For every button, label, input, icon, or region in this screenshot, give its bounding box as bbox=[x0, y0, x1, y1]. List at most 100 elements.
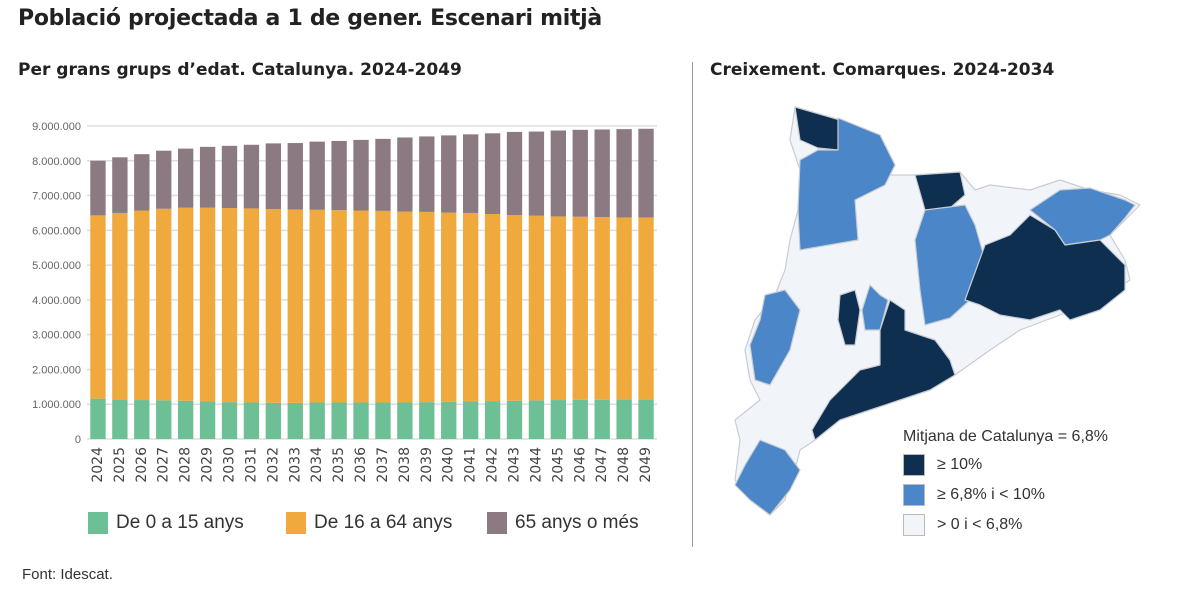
legend-label: > 0 i < 6,8% bbox=[937, 516, 1023, 533]
x-tick-label: 2042 bbox=[485, 447, 501, 483]
bar-segment bbox=[441, 212, 457, 402]
bar-segment bbox=[397, 211, 413, 403]
bar-segment bbox=[550, 400, 567, 439]
bar-segment bbox=[375, 210, 391, 403]
bar-segment bbox=[287, 209, 303, 403]
x-tick-label: 2048 bbox=[616, 447, 632, 483]
y-tick-label: 1.000.000 bbox=[32, 399, 81, 411]
bar-segment bbox=[616, 129, 632, 218]
map-legend-title: Mitjana de Catalunya = 6,8% bbox=[903, 428, 1109, 445]
bar-segment bbox=[265, 402, 282, 439]
legend-swatch bbox=[903, 514, 925, 536]
bar-segment bbox=[616, 217, 632, 400]
bar-segment bbox=[528, 400, 545, 439]
bar-segment bbox=[199, 401, 216, 439]
bar-segment bbox=[484, 133, 501, 214]
bar-segment bbox=[353, 210, 369, 403]
bar-segment bbox=[462, 212, 479, 402]
map-legend: Mitjana de Catalunya = 6,8% ≥ 10% ≥ 6,8%… bbox=[903, 428, 1108, 536]
legend-label: De 16 a 64 anys bbox=[314, 512, 453, 533]
bar-segment bbox=[90, 215, 106, 399]
bar-segment bbox=[177, 400, 194, 439]
bar-segment bbox=[616, 399, 632, 439]
x-tick-label: 2037 bbox=[375, 447, 391, 483]
bar-segment bbox=[572, 216, 588, 400]
bar-segment bbox=[331, 140, 347, 211]
bar-segment bbox=[375, 138, 391, 211]
y-tick-label: 7.000.000 bbox=[32, 191, 81, 203]
bar-segment bbox=[221, 208, 238, 403]
x-tick-label: 2041 bbox=[463, 447, 479, 483]
source-note: Font: Idescat. bbox=[22, 566, 113, 583]
bar-segment bbox=[528, 215, 545, 401]
bar-segment bbox=[331, 210, 347, 403]
x-tick-label: 2030 bbox=[222, 447, 238, 483]
bar-segment bbox=[90, 398, 106, 439]
y-tick-label: 0 bbox=[75, 434, 81, 446]
bar-segment bbox=[309, 402, 325, 439]
region-high bbox=[794, 106, 841, 151]
bar-segment bbox=[90, 160, 106, 216]
bar-segment bbox=[112, 157, 128, 213]
bar-segment bbox=[550, 130, 567, 217]
y-tick-label: 5.000.000 bbox=[32, 260, 81, 272]
y-tick-label: 2.000.000 bbox=[32, 364, 81, 376]
x-tick-label: 2047 bbox=[594, 447, 610, 483]
stacked-bar-chart: 0 1.000.000 2.000.000 3.000.000 4.000.000 5.0… bbox=[32, 121, 657, 483]
bar-segment bbox=[550, 216, 567, 401]
bar-segment bbox=[156, 150, 172, 209]
map-subtitle: Creixement. Comarques. 2024-2034 bbox=[710, 60, 1055, 80]
x-tick-label: 2049 bbox=[638, 447, 654, 483]
legend-swatch bbox=[903, 484, 925, 506]
region-high bbox=[837, 289, 861, 346]
map-legend-item: ≥ 6,8% i < 10% bbox=[903, 484, 1108, 506]
bar-segment bbox=[484, 401, 501, 439]
bar-segment bbox=[309, 141, 325, 210]
bar-segment bbox=[506, 215, 523, 401]
bar-segment bbox=[353, 402, 369, 439]
bar-segment bbox=[265, 209, 282, 403]
legend-label: ≥ 6,8% i < 10% bbox=[937, 486, 1045, 503]
bar-segment bbox=[594, 399, 610, 439]
bar-segment bbox=[397, 402, 413, 439]
bar-segment bbox=[594, 217, 610, 400]
map-legend-item: > 0 i < 6,8% bbox=[903, 514, 1108, 536]
bar-segment bbox=[309, 209, 325, 403]
bar-segment bbox=[419, 402, 435, 439]
x-tick-label: 2026 bbox=[134, 447, 150, 483]
legend-swatch bbox=[286, 512, 306, 534]
x-tick-label: 2027 bbox=[156, 447, 172, 483]
bar-segment bbox=[484, 213, 501, 402]
bar-segment bbox=[506, 131, 523, 216]
bar-segment bbox=[177, 207, 194, 401]
bar-segment bbox=[156, 208, 172, 401]
bar-segment bbox=[243, 144, 260, 209]
x-tick-label: 2040 bbox=[441, 447, 457, 483]
legend-label: De 0 a 15 anys bbox=[116, 512, 244, 533]
bar-segment bbox=[419, 211, 435, 403]
bar-segment bbox=[441, 401, 457, 439]
bar-segment bbox=[265, 143, 282, 210]
bar-segment bbox=[353, 139, 369, 211]
bar-segment bbox=[134, 154, 150, 211]
x-tick-label: 2029 bbox=[200, 447, 216, 483]
x-tick-label: 2046 bbox=[572, 447, 588, 483]
y-tick-label: 6.000.000 bbox=[32, 225, 81, 237]
bar-segment bbox=[462, 401, 479, 439]
bar-segment bbox=[594, 129, 610, 218]
bar-segment bbox=[462, 134, 479, 213]
region-high bbox=[914, 171, 966, 211]
x-tick-label: 2039 bbox=[419, 447, 435, 483]
x-tick-label: 2044 bbox=[528, 447, 544, 483]
bar-segment bbox=[419, 136, 435, 212]
y-tick-label: 8.000.000 bbox=[32, 156, 81, 168]
bar-segment bbox=[331, 402, 347, 439]
x-tick-label: 2036 bbox=[353, 447, 369, 483]
bar-segment bbox=[177, 148, 194, 208]
bar-segment bbox=[156, 400, 172, 439]
divider bbox=[692, 62, 693, 547]
x-tick-label: 2035 bbox=[331, 447, 347, 483]
bar-segment bbox=[112, 399, 128, 439]
legend-swatch bbox=[903, 454, 925, 476]
bar-segment bbox=[243, 402, 260, 439]
